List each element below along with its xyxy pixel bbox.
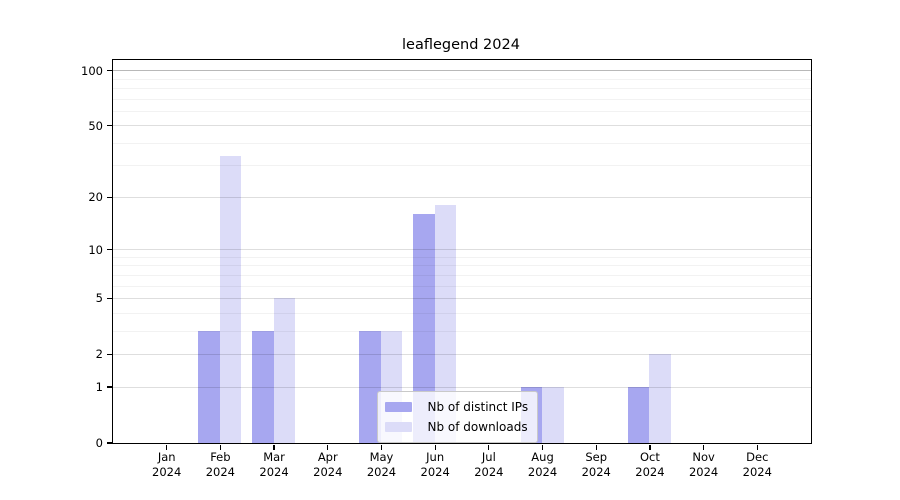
gridline-major [112,196,811,198]
gridline-minor [112,312,811,314]
y-tick-label: 20 [88,190,103,205]
x-tick-mark [595,444,597,450]
legend-item-downloads: Nb of downloads [384,417,529,437]
chart-title: leaflegend 2024 [402,37,520,53]
x-tick-label: Aug 2024 [527,450,558,479]
bar [542,386,564,443]
x-tick-mark [541,444,544,450]
legend-item-distinct-ips: Nb of distinct IPs [384,397,529,417]
y-tick-label: 10 [88,242,103,257]
legend-swatch-downloads [384,421,412,432]
legend-label-distinct-ips: Nb of distinct IPs [427,399,529,414]
bar [627,386,650,443]
gridline-minor [112,110,811,112]
x-tick-label: Jul 2024 [474,450,504,479]
bar [273,297,296,443]
x-tick-label: Jun 2024 [420,450,450,479]
bar [219,155,242,443]
x-tick-mark [273,444,275,450]
x-tick-label: Sep 2024 [581,450,611,479]
x-tick-label: Oct 2024 [635,450,665,479]
x-tick-mark [434,444,436,450]
legend: Nb of distinct IPs Nb of downloads [376,390,539,443]
y-tick-mark [106,196,112,199]
x-tick-label: Feb 2024 [205,450,236,479]
y-tick-label: 5 [95,291,103,306]
bar [434,204,457,443]
y-tick-label: 1 [95,380,103,395]
x-tick-mark [649,444,651,450]
x-tick-mark [219,444,222,450]
x-tick-label: Dec 2024 [742,450,772,479]
legend-label-downloads: Nb of downloads [427,419,528,434]
y-tick-mark [106,442,112,444]
y-tick-mark [106,386,112,388]
x-tick-mark [380,444,383,450]
y-tick-mark [106,70,112,72]
x-tick-mark [756,444,758,450]
gridline-major [112,70,811,72]
gridline-minor [112,330,811,332]
x-tick-mark [166,444,168,450]
x-tick-label: Apr 2024 [313,450,343,479]
x-tick-label: May 2024 [366,450,397,479]
gridline-major [112,386,811,388]
gridline-minor [112,265,811,267]
gridline-minor [112,98,811,100]
gridline-major [112,125,811,127]
gridline-minor [112,285,811,287]
bar [359,330,381,443]
gridline-minor [112,165,811,167]
y-tick-label: 50 [88,118,103,133]
legend-swatch-distinct-ips [384,401,412,412]
x-tick-mark [327,444,329,450]
x-tick-label: Jan 2024 [152,450,182,479]
y-tick-label: 0 [95,436,103,450]
gridline-major [112,353,811,355]
gridline-major [112,297,811,299]
x-tick-label: Mar 2024 [259,450,289,479]
gridline-minor [112,142,811,144]
gridline-minor [112,88,811,89]
x-tick-label: Nov 2024 [688,450,719,479]
x-tick-mark [702,444,705,450]
y-tick-mark [106,297,112,300]
gridline-major [112,249,811,251]
y-tick-mark [106,353,112,356]
gridline-minor [112,274,811,276]
y-tick-label: 2 [95,347,103,362]
y-tick-mark [106,125,112,127]
bar [252,330,274,443]
x-tick-mark [488,444,490,450]
plot-area: Nb of distinct IPs Nb of downloads [111,58,812,444]
y-tick-label: 100 [81,63,103,78]
gridline-minor [112,78,811,80]
bar [413,213,435,443]
bar [649,353,671,443]
bar [198,330,220,443]
y-tick-mark [106,248,112,251]
gridline-minor [112,256,811,258]
